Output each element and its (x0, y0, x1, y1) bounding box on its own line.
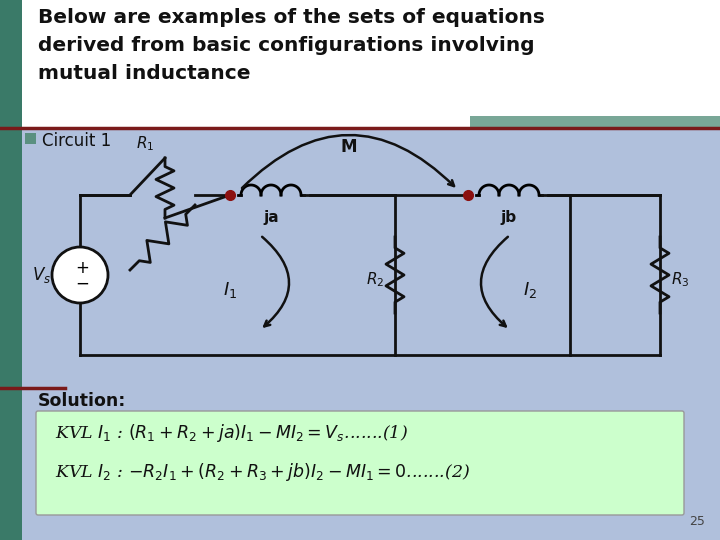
Text: Circuit 1: Circuit 1 (42, 132, 112, 150)
Text: jb: jb (501, 210, 517, 225)
Text: $R_3$: $R_3$ (671, 271, 689, 289)
Text: M: M (341, 138, 357, 156)
Text: $V_s$: $V_s$ (32, 265, 52, 285)
Text: KVL $I_2$ : $-R_2I_1+(R_2+R_3+jb)I_2-MI_1=0$.......(2): KVL $I_2$ : $-R_2I_1+(R_2+R_3+jb)I_2-MI_… (55, 461, 470, 483)
Bar (470, 116, 720, 130)
Text: −: − (75, 275, 89, 293)
Text: $I_1$: $I_1$ (223, 280, 237, 300)
Text: Solution:: Solution: (38, 392, 127, 410)
FancyBboxPatch shape (36, 411, 684, 515)
Text: KVL $I_1$ : $(R_1+R_2+ja)I_1-MI_2=V_s$.......(1): KVL $I_1$ : $(R_1+R_2+ja)I_1-MI_2=V_s$..… (55, 422, 408, 444)
Text: Below are examples of the sets of equations
derived from basic configurations in: Below are examples of the sets of equati… (38, 8, 545, 83)
Text: $I_2$: $I_2$ (523, 280, 537, 300)
Bar (0, 0, 720, 130)
Text: 25: 25 (689, 515, 705, 528)
Bar (0, 0, 22, 540)
Text: ja: ja (264, 210, 279, 225)
Bar (25, 133, 36, 144)
Circle shape (52, 247, 108, 303)
Text: $R_2$: $R_2$ (366, 271, 384, 289)
Text: +: + (75, 259, 89, 277)
Text: $R_1$: $R_1$ (136, 134, 154, 153)
